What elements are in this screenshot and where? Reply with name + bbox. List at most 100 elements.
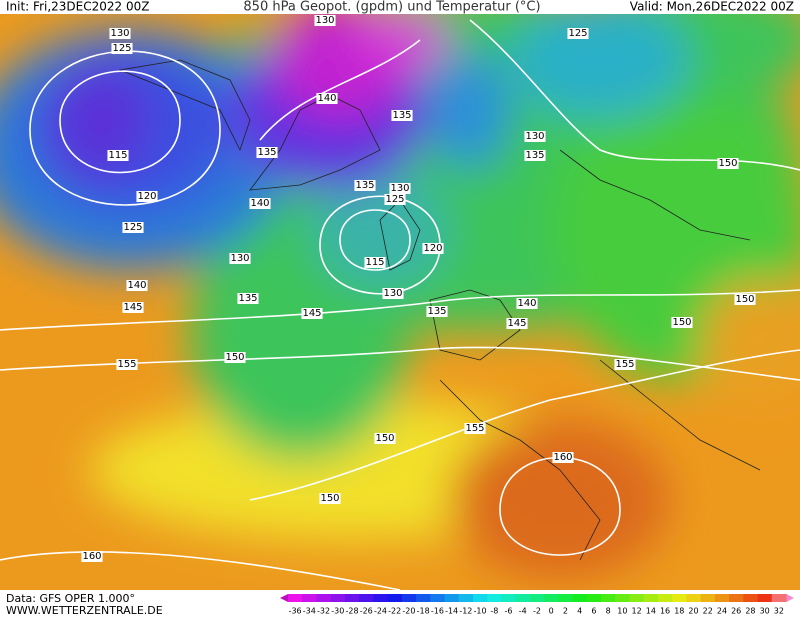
- contour-label: 130: [383, 288, 402, 299]
- colorbar-tick-label: 16: [660, 607, 670, 616]
- contour-label: 135: [392, 110, 411, 121]
- label-box: [116, 359, 138, 370]
- colorbar-segment: [288, 594, 303, 602]
- contour-label: 145: [123, 302, 142, 313]
- contour-label: 150: [320, 493, 339, 504]
- colorbar-segment: [657, 594, 673, 602]
- colorbar-segment: [401, 594, 417, 602]
- colorbar-tick-label: 6: [591, 607, 596, 616]
- contour-label: 135: [525, 150, 544, 161]
- contour-label: 155: [117, 359, 136, 370]
- colorbar-tick-label: -36: [289, 607, 302, 616]
- colorbar-tick-label: -24: [374, 607, 387, 616]
- colorbar-tick-label: -34: [303, 607, 316, 616]
- label-box: [516, 298, 538, 309]
- colorbar-tick-label: -30: [331, 607, 344, 616]
- label-box: [426, 306, 448, 317]
- colorbar-segment: [416, 594, 431, 602]
- colorbar-segment: [729, 594, 744, 602]
- contour-label: 120: [423, 243, 442, 254]
- contour-label: 145: [302, 308, 321, 319]
- colorbar-segment: [515, 594, 531, 602]
- colorbar-tick-label: 2: [563, 607, 568, 616]
- colorbar-segment: [430, 594, 446, 602]
- colorbar-tick-label: 22: [703, 607, 713, 616]
- label-box: [524, 131, 546, 142]
- colorbar-tick-label: -8: [490, 607, 498, 616]
- label-box: [717, 158, 739, 169]
- label-box: [671, 317, 693, 328]
- colorbar-segment: [572, 594, 588, 602]
- contour-label: 140: [317, 93, 336, 104]
- contour-label: 160: [553, 452, 572, 463]
- colorbar-segment: [529, 594, 545, 602]
- colorbar-tick-label: 24: [717, 607, 727, 616]
- colorbar-segment: [359, 594, 374, 602]
- colorbar-segment: [743, 594, 759, 602]
- label-box: [229, 253, 251, 264]
- label-box: [224, 352, 246, 363]
- colorbar-tick-label: -2: [533, 607, 541, 616]
- init-time: Init: Fri,23DEC2022 00Z: [6, 0, 149, 14]
- map: [0, 14, 800, 590]
- colorbar-arrow-left: [280, 594, 288, 602]
- contour-label: 150: [225, 352, 244, 363]
- contour-label: 150: [672, 317, 691, 328]
- colorbar-segment: [472, 594, 488, 602]
- label-box: [506, 318, 528, 329]
- data-source: Data: GFS OPER 1.000°: [6, 592, 135, 605]
- contour-label: 160: [82, 551, 101, 562]
- label-box: [316, 93, 338, 104]
- label-box: [567, 28, 589, 39]
- contour-label: 150: [718, 158, 737, 169]
- label-box: [301, 308, 323, 319]
- label-box: [614, 359, 636, 370]
- label-box: [314, 15, 336, 26]
- colorbar-tick-label: -10: [474, 607, 487, 616]
- label-box: [136, 191, 158, 202]
- contour-label: 135: [427, 306, 446, 317]
- colorbar-tick-label: -16: [431, 607, 444, 616]
- label-box: [384, 194, 406, 205]
- colorbar-tick-label: 18: [674, 607, 684, 616]
- colorbar-segment: [373, 594, 389, 602]
- colorbar-tick-label: 12: [632, 607, 642, 616]
- contour-label: 125: [385, 194, 404, 205]
- colorbar-segment: [544, 594, 559, 602]
- colorbar-tick-label: -20: [402, 607, 415, 616]
- contour-labels: 130 130 125 125 140 135 115 135 130 135 …: [81, 15, 756, 562]
- contour-label: 155: [465, 423, 484, 434]
- label-box: [256, 147, 278, 158]
- colorbar-segment: [487, 594, 502, 602]
- colorbar-segment: [686, 594, 702, 602]
- contour-label: 130: [525, 131, 544, 142]
- colorbar-segment: [501, 594, 517, 602]
- colorbar-segment: [316, 594, 332, 602]
- label-box: [354, 180, 376, 191]
- colorbar-segment: [344, 594, 360, 602]
- colorbar-tick-label: -26: [360, 607, 373, 616]
- label-box: [382, 288, 404, 299]
- colorbar-segment: [757, 594, 773, 602]
- colorbar-segment: [771, 594, 787, 602]
- colorbar-segment: [444, 594, 460, 602]
- colorbar-tick-label: 32: [774, 607, 784, 616]
- contour-label: 155: [615, 359, 634, 370]
- label-box: [524, 150, 546, 161]
- colorbar-segment: [714, 594, 730, 602]
- colorbar-tick-label: 30: [760, 607, 770, 616]
- label-box: [126, 280, 148, 291]
- contour-label: 150: [375, 433, 394, 444]
- label-box: [81, 551, 103, 562]
- contour-label: 140: [127, 280, 146, 291]
- colorbar-tick-label: -4: [519, 607, 527, 616]
- contour-label: 140: [250, 198, 269, 209]
- colorbar-tick-label: 20: [688, 607, 698, 616]
- label-box: [389, 183, 411, 194]
- contour-label: 115: [108, 150, 127, 161]
- valid-time: Valid: Mon,26DEC2022 00Z: [630, 0, 794, 14]
- label-box: [374, 433, 396, 444]
- contour-label: 130: [230, 253, 249, 264]
- colorbar-segment: [458, 594, 474, 602]
